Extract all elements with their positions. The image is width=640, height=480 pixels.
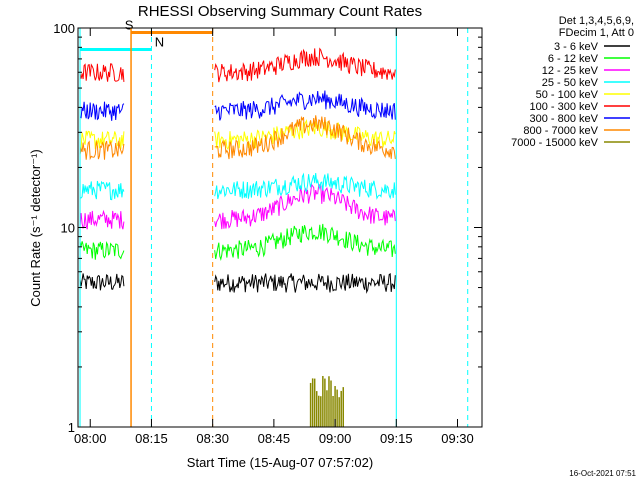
legend-label: 800 - 7000 keV <box>523 125 598 137</box>
legend-label: 12 - 25 keV <box>542 65 599 77</box>
legend-label: 300 - 800 keV <box>530 113 599 125</box>
x-tick-label: 09:15 <box>380 431 413 446</box>
y-axis-title: Count Rate (s⁻¹ detector⁻¹) <box>28 149 43 307</box>
x-axis-title: Start Time (15-Aug-07 07:57:02) <box>187 455 373 470</box>
y-tick-label: 10 <box>61 221 75 236</box>
axes: 08:00 08:15 08:30 08:45 09:00 09:15 09:30 1 10 10… <box>53 21 482 446</box>
legend-label: 3 - 6 keV <box>554 41 599 53</box>
x-tick-label: 09:30 <box>441 431 474 446</box>
timestamp: 16-Oct-2021 07:51 <box>569 469 636 478</box>
x-tick-label: 09:00 <box>319 431 352 446</box>
legend-header: Det 1,3,4,5,6,9, <box>559 15 634 27</box>
flag-label-s: S <box>125 17 134 32</box>
x-tick-label: 08:45 <box>258 431 291 446</box>
legend-header: FDecim 1, Att 0 <box>559 27 634 39</box>
x-tick-label: 08:30 <box>196 431 229 446</box>
legend-label: 25 - 50 keV <box>542 77 599 89</box>
legend-label: 6 - 12 keV <box>548 53 599 65</box>
flag-label-n: N <box>155 35 164 50</box>
legend-label: 7000 - 15000 keV <box>511 137 599 149</box>
x-tick-label: 08:00 <box>74 431 107 446</box>
x-tick-label: 08:15 <box>135 431 168 446</box>
y-tick-label: 1 <box>68 420 75 435</box>
legend-label: 50 - 100 keV <box>536 89 599 101</box>
y-tick-label: 100 <box>53 21 75 36</box>
legend: Det 1,3,4,5,6,9,FDecim 1, Att 0 3 - 6 keV… <box>511 15 634 149</box>
chart-title: RHESSI Observing Summary Count Rates <box>138 3 422 20</box>
legend-label: 100 - 300 keV <box>530 101 599 113</box>
